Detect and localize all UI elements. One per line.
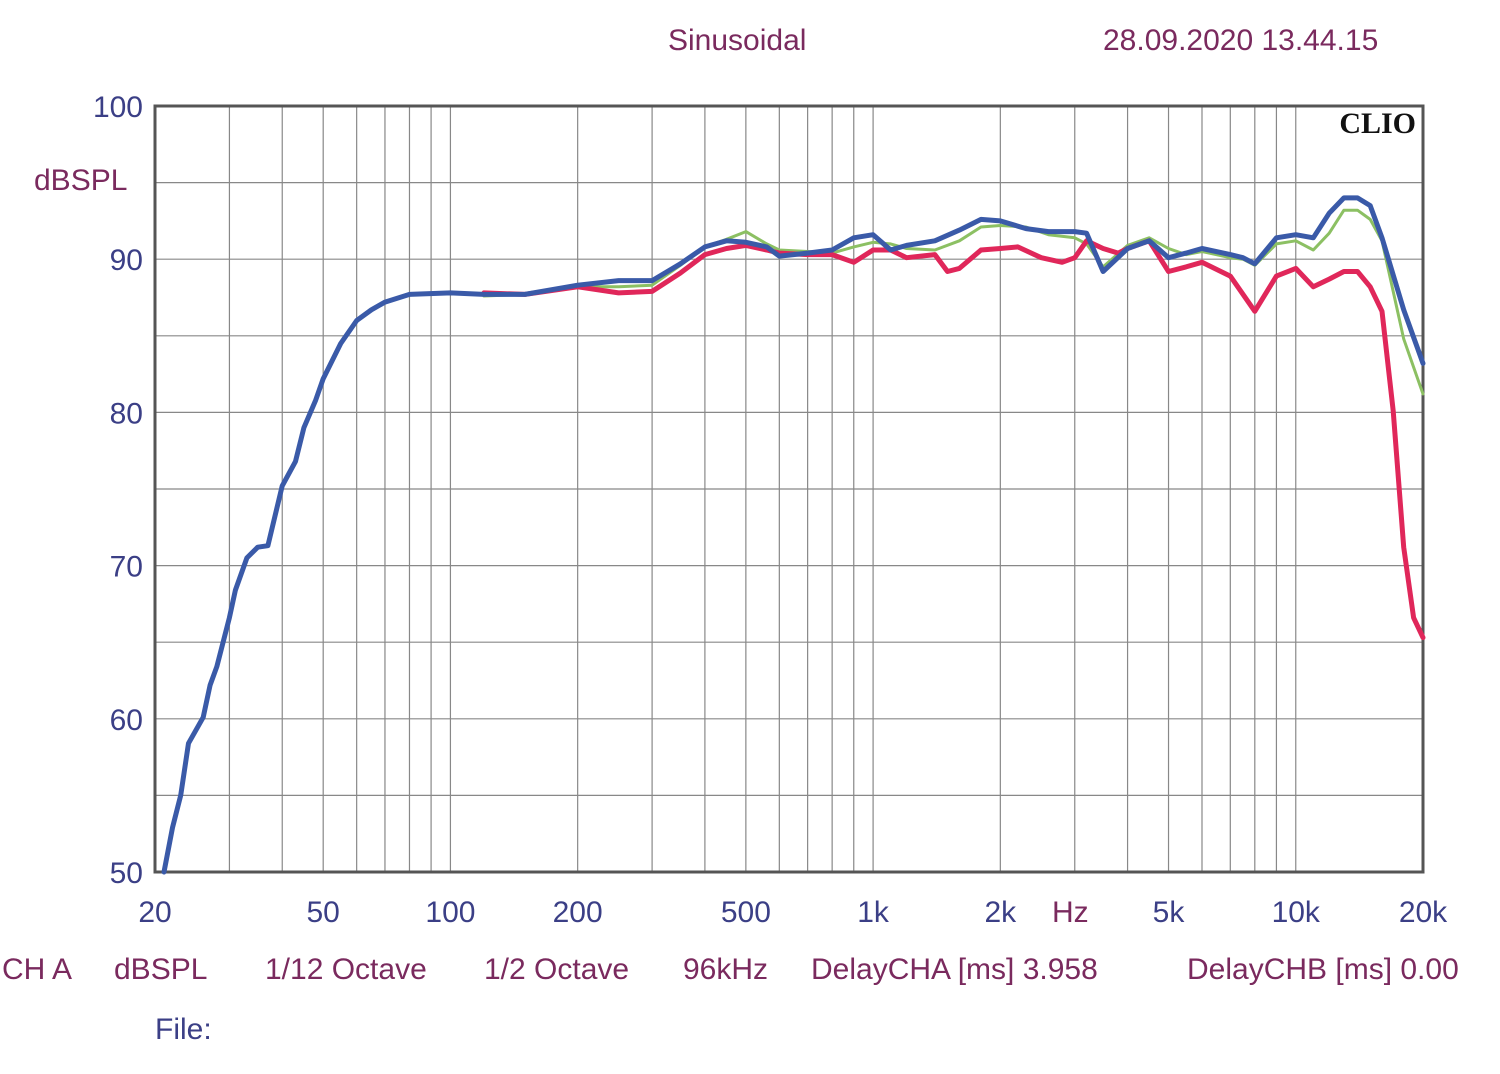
y-tick-label: 50 bbox=[110, 857, 143, 890]
footer-delay-a: DelayCHA [ms] 3.958 bbox=[811, 953, 1098, 986]
footer-unit: dBSPL bbox=[114, 953, 208, 986]
series-line-3 bbox=[161, 195, 1426, 875]
x-unit-label: Hz bbox=[1052, 896, 1089, 929]
file-label: File: bbox=[155, 1013, 212, 1046]
footer-channel: CH A bbox=[2, 953, 73, 986]
x-tick-label: 20 bbox=[138, 896, 171, 929]
chart-grid bbox=[155, 106, 1423, 872]
series-line-2 bbox=[481, 238, 1426, 641]
footer-smoothing: 1/12 Octave bbox=[265, 953, 427, 986]
x-tick-label: 1k bbox=[857, 896, 890, 929]
y-tick-label: 60 bbox=[110, 704, 143, 737]
y-unit-label: dBSPL bbox=[34, 164, 127, 197]
x-tick-label: 200 bbox=[553, 896, 603, 929]
y-tick-label: 100 bbox=[93, 91, 143, 124]
x-tick-label: 50 bbox=[307, 896, 340, 929]
footer-resolution: 1/2 Octave bbox=[484, 953, 630, 986]
x-tick-labels: 20 50 100 200 500 1k 2k 5k 10k 20k bbox=[138, 896, 1448, 929]
x-tick-label: 2k bbox=[984, 896, 1017, 929]
timestamp: 28.09.2020 13.44.15 bbox=[1103, 24, 1379, 57]
footer-delay-b: DelayCHB [ms] 0.00 bbox=[1187, 953, 1459, 986]
x-tick-label: 500 bbox=[721, 896, 771, 929]
x-tick-label: 100 bbox=[425, 896, 475, 929]
x-tick-label: 10k bbox=[1272, 896, 1321, 929]
clio-logo: CLIO bbox=[1339, 107, 1416, 140]
footer-rate: 96kHz bbox=[683, 953, 769, 986]
x-tick-label: 20k bbox=[1399, 896, 1448, 929]
y-tick-label: 80 bbox=[110, 397, 143, 430]
chart-title: Sinusoidal bbox=[668, 24, 807, 57]
y-tick-label: 70 bbox=[110, 551, 143, 584]
y-tick-label: 90 bbox=[110, 244, 143, 277]
x-tick-label: 5k bbox=[1153, 896, 1186, 929]
y-tick-labels: 100 90 80 70 60 50 bbox=[93, 91, 143, 890]
plot-frame bbox=[153, 104, 1425, 874]
chart-series bbox=[161, 195, 1426, 875]
